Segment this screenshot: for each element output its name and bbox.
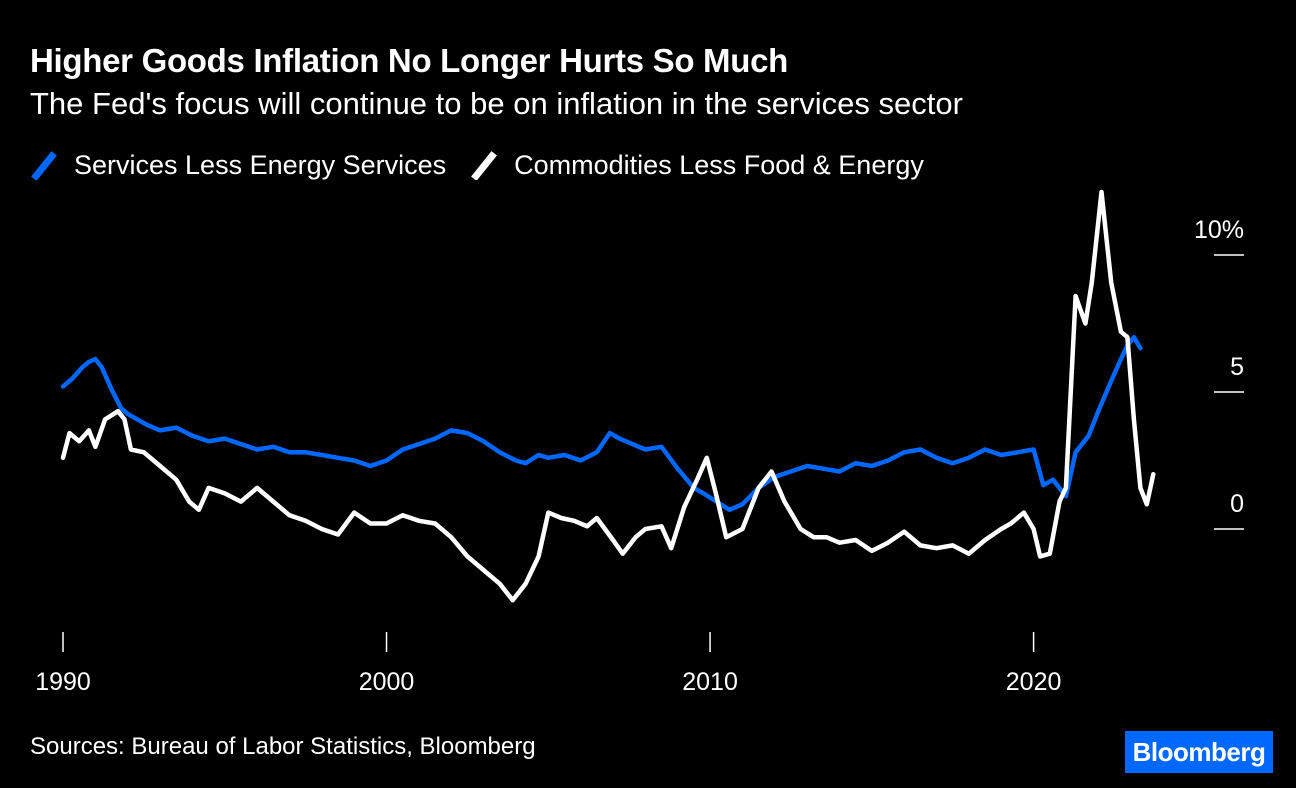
bloomberg-logo: Bloomberg	[1125, 731, 1273, 773]
chart-subtitle: The Fed's focus will continue to be on i…	[30, 86, 963, 121]
legend-label-services: Services Less Energy Services	[74, 149, 447, 180]
legend-label-commodities: Commodities Less Food & Energy	[514, 149, 924, 180]
legend-swatch-services-icon	[31, 151, 57, 180]
x-tick-label: 2010	[682, 668, 738, 696]
legend-item-commodities: Commodities Less Food & Energy	[470, 150, 924, 181]
legend-swatch-commodities-icon	[471, 151, 498, 180]
y-tick-label: 10%	[1194, 216, 1244, 244]
y-axis: 0 5 10%	[1194, 216, 1244, 530]
chart-title: Higher Goods Inflation No Longer Hurts S…	[30, 42, 789, 79]
legend: Services Less Energy Services Commoditie…	[30, 148, 948, 182]
legend-item-services: Services Less Energy Services	[30, 150, 446, 181]
x-tick-label: 1990	[35, 668, 91, 696]
line-chart: 1990 2000 2010 2020 0 5 10%	[35, 189, 1244, 696]
source-note: Sources: Bureau of Labor Statistics, Blo…	[30, 733, 536, 760]
x-tick-label: 2020	[1006, 668, 1062, 696]
y-tick-label: 5	[1230, 353, 1244, 381]
series-line-services	[60, 334, 1143, 513]
x-tick-label: 2000	[359, 668, 415, 696]
y-tick-label: 0	[1230, 490, 1244, 518]
series-line-commodities	[60, 189, 1156, 603]
series-layer	[60, 189, 1156, 603]
x-axis: 1990 2000 2010 2020	[35, 632, 1061, 696]
